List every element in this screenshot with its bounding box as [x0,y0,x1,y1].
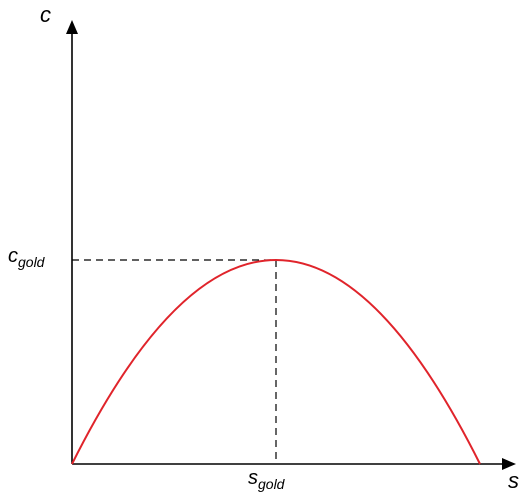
consumption-curve [71,259,481,465]
x-axis-arrow-icon [502,458,516,470]
y-axis-arrow-icon [66,20,78,34]
y-axis-label: c [40,2,51,27]
c-gold-subscript: gold [18,254,46,270]
c-gold-tick-label: cgold [8,245,46,270]
c-gold-base: c [8,245,18,267]
s-gold-tick-label: sgold [248,467,286,492]
s-gold-subscript: gold [258,476,286,492]
x-axis-label: s [508,468,519,493]
s-gold-base: s [248,467,258,489]
